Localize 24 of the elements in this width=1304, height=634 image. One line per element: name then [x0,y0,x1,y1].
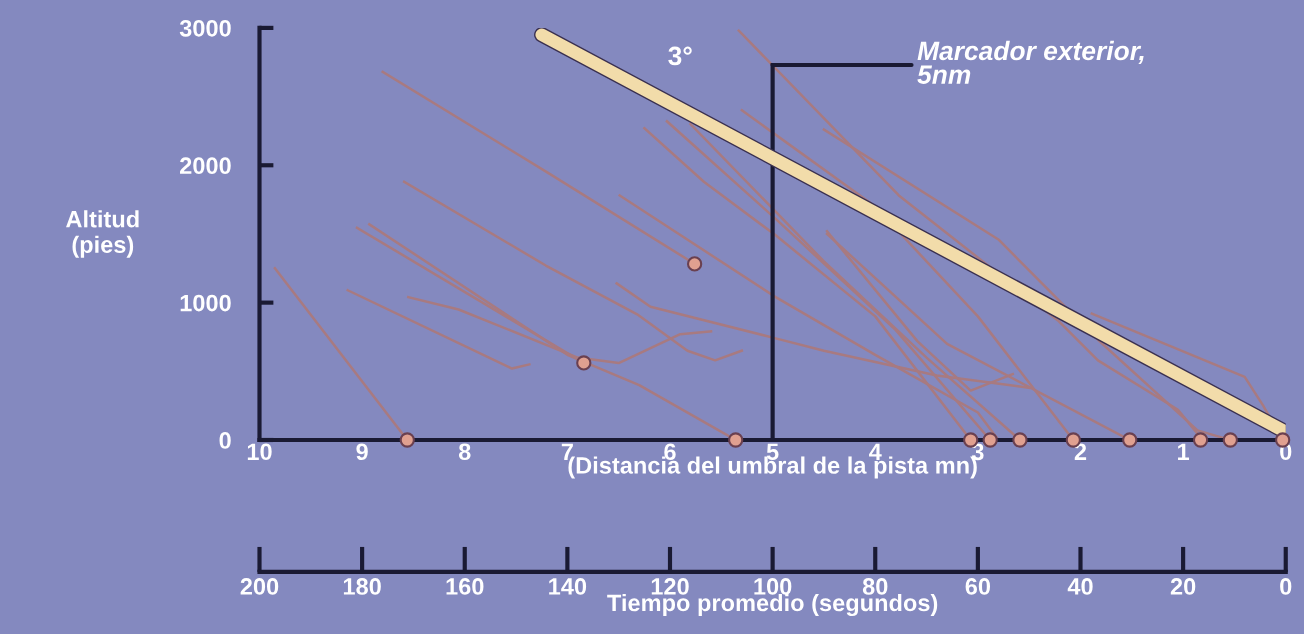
x-tick-label: 9 [356,443,368,461]
x-tick-label: 1 [1178,443,1190,460]
x2-tick-label: 160 [446,578,484,595]
annotation: 3° [668,46,692,66]
x2-tick-label: 140 [549,578,587,595]
x2-tick-label: 40 [1067,578,1093,595]
y-tick-label: 1000 [180,294,231,312]
y-tick-label: 3000 [179,19,231,37]
x2-axis-title: Tiempo promedio (segundos) [607,593,938,617]
y-tick-label: 2000 [180,157,231,175]
x2-tick-label: 20 [1170,578,1196,595]
x-tick-label: 10 [247,443,272,461]
ref-line-label: Marcador exterior, 5nm [917,40,1144,84]
x2-tick-label: 80 [862,578,888,595]
x2-tick-label: 120 [651,578,689,595]
y-tick-label: 0 [219,432,231,449]
x2-tick-label: 60 [965,578,991,595]
x2-tick-label: 200 [240,578,279,595]
y-axis-title: Altitud (pies) [66,210,139,258]
x2-tick-label: 0 [1280,578,1292,595]
x2-tick-label: 100 [754,578,792,595]
x-tick-label: 2 [1074,443,1087,460]
x2-tick-label: 180 [343,578,381,595]
x-tick-label: 8 [458,443,471,461]
